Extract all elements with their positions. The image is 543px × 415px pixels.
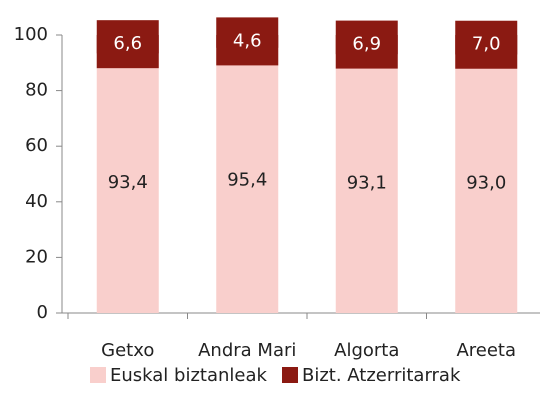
y-tick-label: 100 (14, 24, 48, 45)
bar-segment (216, 47, 279, 314)
legend-label: Euskal biztanleak (110, 365, 267, 386)
value-label: 93,4 (108, 172, 148, 193)
value-label: 6,9 (352, 34, 381, 55)
x-tick-label: Areeta (456, 340, 516, 361)
y-tick-label: 0 (37, 302, 48, 323)
value-label: 7,0 (472, 34, 501, 55)
label-bg (216, 17, 279, 66)
y-tick-label: 40 (25, 191, 48, 212)
legend-swatch (90, 367, 106, 383)
y-tick-label: 60 (25, 135, 48, 156)
legend-label: Bizt. Atzerritarrak (302, 365, 461, 386)
legend-swatch (282, 367, 298, 383)
bar-segment (455, 54, 518, 314)
value-label: 6,6 (113, 33, 142, 54)
x-tick-label: Getxo (101, 340, 154, 361)
label-bg (335, 20, 398, 69)
bar-segment (96, 53, 159, 314)
value-label: 4,6 (233, 30, 262, 51)
value-label: 95,4 (227, 169, 267, 190)
label-bg (96, 20, 159, 69)
y-tick-label: 20 (25, 246, 48, 267)
x-tick-label: Algorta (334, 340, 399, 361)
bar-segment (335, 54, 398, 313)
value-label: 93,0 (466, 173, 506, 194)
y-tick-label: 80 (25, 80, 48, 101)
value-label: 93,1 (347, 173, 387, 194)
label-bg (455, 20, 518, 69)
x-tick-label: Andra Mari (198, 340, 296, 361)
